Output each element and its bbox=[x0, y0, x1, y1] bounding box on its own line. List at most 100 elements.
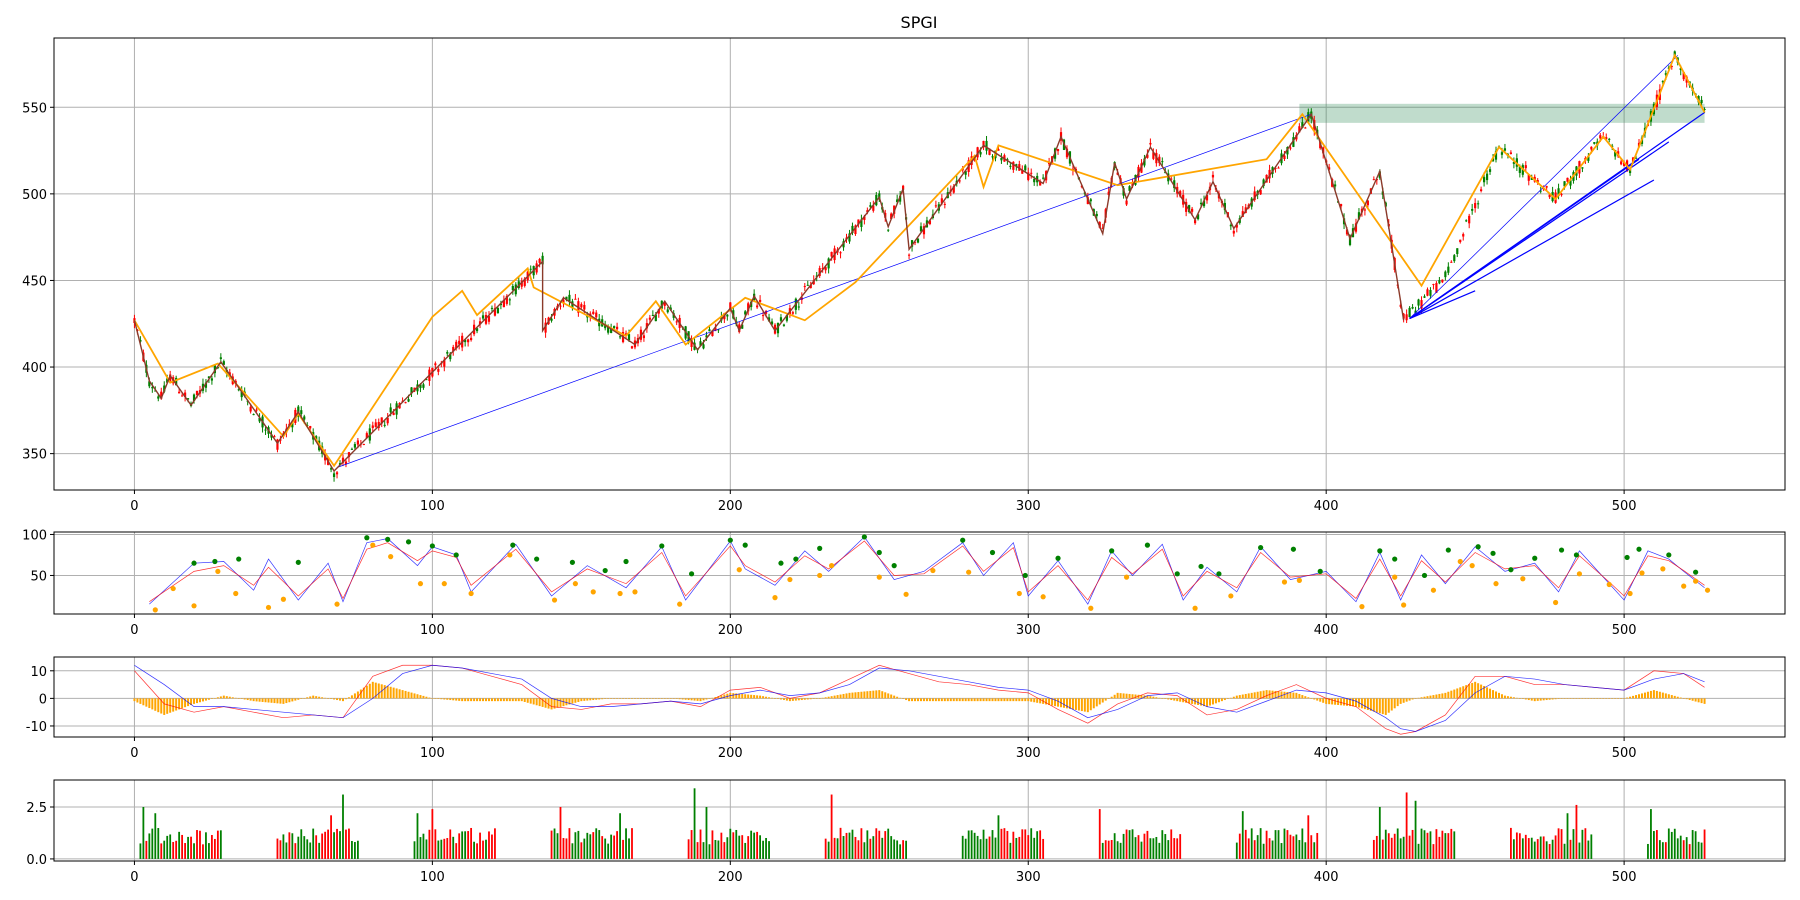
candle-body bbox=[899, 195, 902, 202]
macd-histogram-bar bbox=[1679, 697, 1682, 699]
candle-body bbox=[371, 425, 374, 428]
macd-histogram-bar bbox=[544, 698, 547, 708]
macd-histogram-bar bbox=[973, 698, 976, 702]
volume-bar bbox=[589, 834, 592, 859]
macd-histogram-bar bbox=[1241, 694, 1244, 699]
macd-histogram-bar bbox=[261, 698, 264, 702]
macd-histogram-bar bbox=[732, 693, 735, 699]
panel-frame bbox=[53, 37, 1786, 491]
macd-histogram-bar bbox=[1378, 698, 1381, 714]
macd-histogram-bar bbox=[711, 697, 714, 699]
macd-histogram-bar bbox=[377, 683, 380, 699]
macd-histogram-bar bbox=[857, 692, 860, 699]
volume-bar bbox=[565, 838, 568, 859]
candle-body bbox=[1569, 180, 1572, 186]
macd-histogram-bar bbox=[902, 698, 905, 699]
candle-body bbox=[1429, 290, 1432, 296]
candle-body bbox=[1438, 280, 1441, 284]
candle-body bbox=[1518, 166, 1521, 173]
volume-bar bbox=[470, 827, 473, 859]
macd-histogram-bar bbox=[341, 698, 344, 702]
candle-body bbox=[1196, 214, 1200, 220]
candle-body bbox=[1557, 188, 1560, 196]
volume-bar bbox=[1527, 838, 1530, 859]
macd-histogram-bar bbox=[336, 698, 339, 701]
trough-marker bbox=[1401, 602, 1407, 608]
candle-body bbox=[1366, 200, 1369, 206]
candle-body bbox=[1065, 148, 1069, 158]
macd-histogram-bar bbox=[1542, 698, 1545, 701]
candle-body bbox=[916, 238, 920, 243]
macd-histogram-bar bbox=[657, 698, 660, 699]
macd-histogram-bar bbox=[1530, 698, 1533, 701]
candle-body bbox=[419, 384, 422, 389]
x-tick-label: 500 bbox=[1612, 499, 1637, 514]
candle-body bbox=[514, 284, 517, 295]
macd-histogram-bar bbox=[1173, 698, 1176, 701]
macd-histogram-bar bbox=[1113, 694, 1116, 699]
volume-bar bbox=[1590, 834, 1593, 859]
candle-body bbox=[270, 434, 273, 438]
macd-histogram-bar bbox=[1649, 690, 1652, 699]
trough-marker bbox=[617, 590, 623, 597]
macd-histogram-bar bbox=[550, 698, 553, 710]
volume-bar bbox=[1697, 841, 1700, 859]
trough-marker bbox=[265, 604, 272, 611]
macd-histogram-bar bbox=[204, 698, 207, 701]
candle-body bbox=[711, 330, 714, 337]
volume-bar bbox=[1283, 828, 1286, 859]
macd-histogram-bar bbox=[502, 698, 505, 702]
macd-histogram-bar bbox=[1572, 698, 1575, 699]
trough-marker bbox=[417, 581, 424, 587]
x-tick-label: 0 bbox=[130, 870, 138, 885]
candle-body bbox=[821, 268, 824, 270]
macd-histogram-bar bbox=[1328, 698, 1331, 705]
macd-histogram-bar bbox=[312, 695, 315, 699]
macd-histogram-bar bbox=[896, 696, 899, 699]
candle-body bbox=[1447, 266, 1450, 273]
macd-histogram-bar bbox=[1226, 698, 1229, 699]
macd-histogram-bar bbox=[1682, 698, 1685, 699]
candle-body bbox=[842, 241, 845, 248]
macd-histogram-bar bbox=[422, 695, 425, 699]
trough-marker bbox=[1457, 558, 1463, 565]
volume-bar bbox=[1548, 844, 1551, 859]
trough-marker bbox=[1660, 566, 1666, 572]
volume-bar bbox=[339, 831, 341, 859]
trough-marker bbox=[1228, 593, 1234, 599]
macd-histogram-bar bbox=[1235, 695, 1238, 699]
macd-histogram-bar bbox=[1089, 698, 1092, 711]
volume-bar bbox=[1292, 836, 1295, 859]
candle-body bbox=[1432, 284, 1435, 286]
volume-bar bbox=[1405, 792, 1408, 859]
macd-histogram-bar bbox=[401, 690, 404, 699]
macd-histogram-bar bbox=[1018, 698, 1021, 702]
macd-histogram-bar bbox=[219, 696, 222, 699]
candle-body bbox=[839, 252, 842, 254]
macd-histogram-bar bbox=[1626, 697, 1629, 699]
volume-bar bbox=[762, 840, 764, 859]
candle-body bbox=[809, 284, 812, 289]
macd-histogram-bar bbox=[315, 696, 318, 699]
volume-bar bbox=[854, 836, 857, 859]
candle-body bbox=[562, 300, 565, 304]
y-tick-label: 350 bbox=[22, 448, 47, 463]
macd-histogram-bar bbox=[666, 698, 669, 699]
volume-bar bbox=[833, 837, 836, 859]
candle-body bbox=[1599, 135, 1602, 139]
volume-bar bbox=[997, 815, 1000, 859]
volume-bar bbox=[356, 840, 359, 859]
macd-histogram-bar bbox=[178, 698, 181, 710]
trough-marker bbox=[370, 542, 376, 548]
candle-body bbox=[467, 339, 470, 343]
volume-bar bbox=[1584, 828, 1587, 859]
volume-bar bbox=[982, 829, 985, 859]
candle-body bbox=[1128, 186, 1131, 191]
candle-body bbox=[654, 314, 657, 322]
macd-histogram-bar bbox=[1220, 698, 1223, 702]
candle-body bbox=[1444, 271, 1447, 278]
plot-area bbox=[149, 534, 1711, 613]
candle-body bbox=[910, 240, 914, 247]
macd-histogram-bar bbox=[1203, 698, 1206, 707]
volume-bar bbox=[1113, 833, 1116, 859]
